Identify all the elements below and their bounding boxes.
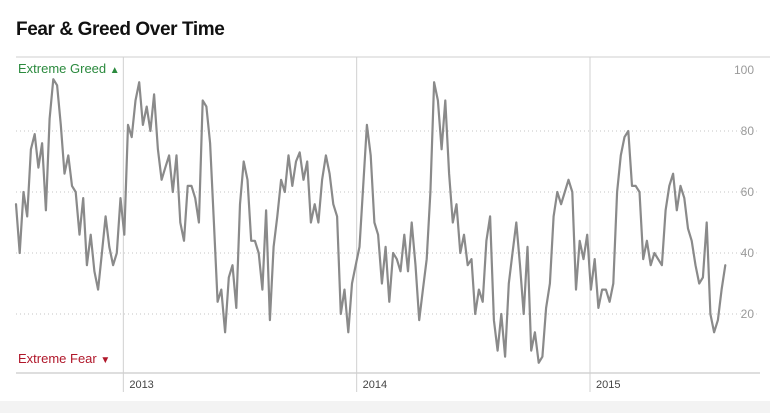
- up-triangle-icon: ▲: [109, 65, 120, 76]
- fear-greed-index-line: [14, 78, 727, 364]
- bottom-strip: [0, 401, 770, 413]
- y-tick-label: 80: [741, 124, 755, 138]
- chart-title: Fear & Greed Over Time: [16, 19, 225, 40]
- y-axis: 20 40 60 80 100: [734, 63, 754, 321]
- extreme-greed-text: Extreme Greed: [18, 61, 107, 76]
- y-tick-label: 60: [741, 185, 755, 199]
- extreme-fear-text: Extreme Fear: [18, 351, 97, 366]
- y-tick-label: 40: [741, 246, 755, 260]
- down-triangle-icon: ▼: [100, 355, 111, 366]
- y-tick-label: 20: [741, 307, 755, 321]
- y-tick-label: 100: [734, 63, 754, 77]
- x-axis: 2013 2014 2015: [129, 379, 620, 391]
- extreme-greed-label: Extreme Greed ▲: [18, 61, 120, 76]
- x-tick-label: 2013: [129, 379, 153, 391]
- x-tick-label: 2014: [363, 379, 387, 391]
- x-tick-label: 2015: [596, 379, 620, 391]
- extreme-fear-label: Extreme Fear ▼: [18, 351, 110, 366]
- chart-grid: [16, 56, 770, 392]
